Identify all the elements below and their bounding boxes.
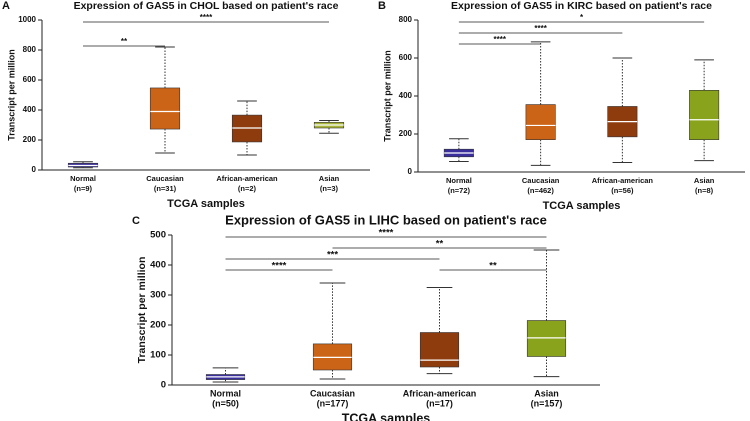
x-tick-label: Asian — [694, 176, 715, 185]
x-tick-count: (n=177) — [317, 398, 349, 408]
y-tick-label: 800 — [23, 45, 37, 54]
x-tick-label: African-american — [592, 176, 654, 185]
x-tick-count: (n=31) — [154, 184, 177, 193]
y-axis-label: Transcript per million — [136, 257, 148, 364]
y-axis-label: Transcript per million — [6, 49, 16, 141]
y-tick-label: 200 — [23, 135, 37, 144]
x-tick-label: Normal — [210, 388, 241, 398]
x-tick-count: (n=8) — [695, 186, 714, 195]
x-tick-count: (n=72) — [448, 186, 471, 195]
y-tick-label: 0 — [408, 167, 413, 176]
significance-label: **** — [200, 13, 213, 22]
x-tick-label: Caucasian — [310, 388, 355, 398]
y-tick-label: 100 — [150, 350, 166, 361]
significance-label: ** — [121, 37, 128, 46]
y-tick-label: 800 — [399, 15, 413, 24]
x-tick-label: Asian — [319, 174, 340, 183]
y-tick-label: 400 — [150, 260, 166, 271]
chart-title: Expression of GAS5 in CHOL based on pati… — [74, 0, 339, 12]
x-tick-label: Normal — [446, 176, 472, 185]
box — [419, 332, 460, 368]
significance-label: **** — [494, 35, 507, 44]
y-tick-label: 400 — [23, 105, 37, 114]
x-axis-label: TCGA samples — [543, 200, 621, 212]
x-tick-count: (n=17) — [426, 398, 453, 408]
box — [525, 104, 556, 141]
y-tick-label: 300 — [150, 290, 166, 301]
y-tick-label: 0 — [161, 380, 166, 391]
x-tick-label: African-american — [216, 174, 278, 183]
significance-label: * — [580, 13, 584, 22]
x-tick-count: (n=3) — [320, 184, 339, 193]
x-tick-count: (n=9) — [74, 184, 93, 193]
significance-label: *** — [327, 250, 338, 261]
y-axis-label: Transcript per million — [382, 50, 392, 142]
chart-title: Expression of GAS5 in KIRC based on pati… — [451, 0, 712, 12]
x-tick-label: African-american — [403, 388, 477, 398]
significance-label: ** — [489, 261, 497, 272]
box — [149, 87, 181, 130]
x-tick-label: Normal — [70, 174, 96, 183]
chart-title: Expression of GAS5 in LIHC based on pati… — [225, 212, 547, 227]
significance-label: **** — [379, 228, 394, 239]
x-axis-label: TCGA samples — [342, 411, 431, 421]
x-tick-label: Caucasian — [522, 176, 560, 185]
panel-label: B — [378, 0, 386, 12]
significance-label: **** — [534, 24, 547, 33]
y-tick-label: 500 — [150, 230, 166, 241]
x-tick-count: (n=50) — [212, 398, 239, 408]
significance-label: ** — [436, 239, 444, 250]
y-tick-label: 0 — [32, 165, 37, 174]
panel-label: A — [2, 0, 10, 12]
significance-label: **** — [272, 261, 287, 272]
y-tick-label: 600 — [23, 75, 37, 84]
x-tick-count: (n=2) — [238, 184, 257, 193]
x-tick-label: Asian — [534, 388, 559, 398]
y-tick-label: 1000 — [18, 15, 36, 24]
panel-label: C — [132, 215, 140, 227]
y-tick-label: 200 — [399, 129, 413, 138]
y-tick-label: 200 — [150, 320, 166, 331]
x-tick-count: (n=157) — [531, 398, 563, 408]
x-axis-label: TCGA samples — [167, 198, 245, 210]
box — [689, 90, 720, 141]
y-tick-label: 400 — [399, 91, 413, 100]
x-tick-label: Caucasian — [146, 174, 184, 183]
y-tick-label: 600 — [399, 53, 413, 62]
x-tick-count: (n=462) — [527, 186, 554, 195]
x-tick-count: (n=56) — [611, 186, 634, 195]
